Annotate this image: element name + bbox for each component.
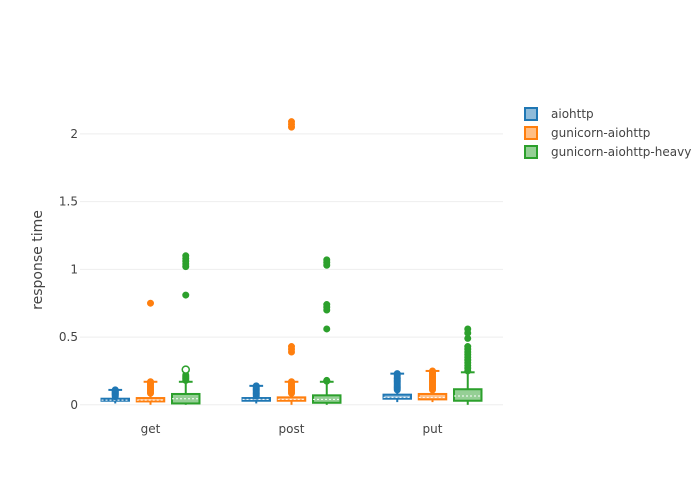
legend-item-gunicorn-aiohttp-heavy[interactable]: gunicorn-aiohttp-heavy <box>524 145 691 159</box>
outlier-point <box>147 378 154 386</box>
box-gunicorn-aiohttp-heavy-put <box>453 325 483 405</box>
box-aiohttp-post <box>241 382 271 404</box>
plot-area <box>100 118 483 405</box>
box-gunicorn-aiohttp-get <box>135 299 166 405</box>
gridlines <box>80 133 503 406</box>
outlier-point <box>323 301 331 309</box>
outlier-point <box>288 118 295 126</box>
outlier-point <box>111 386 119 394</box>
legend-item-gunicorn-aiohttp[interactable]: gunicorn-aiohttp <box>524 126 650 140</box>
box-gunicorn-aiohttp-put <box>417 367 448 403</box>
outlier-point <box>323 256 331 264</box>
outlier-point <box>464 325 472 333</box>
y-tick-label: 1.5 <box>59 195 78 209</box>
x-tick-label: get <box>141 422 161 436</box>
outlier-point <box>288 378 295 386</box>
y-axis-ticks: 0 0.5 1 1.5 2 <box>59 127 78 412</box>
outlier-point-hollow <box>181 365 190 374</box>
series-gunicorn-aiohttp <box>135 118 448 405</box>
legend-label: gunicorn-aiohttp <box>551 126 650 140</box>
box-gunicorn-aiohttp-heavy-get <box>171 252 201 405</box>
y-tick-label: 1 <box>70 262 78 276</box>
x-tick-label: post <box>279 422 305 436</box>
legend-label: gunicorn-aiohttp-heavy <box>551 145 691 159</box>
box-aiohttp-put <box>382 370 412 403</box>
legend-label: aiohttp <box>551 107 594 121</box>
outlier-point <box>429 367 436 375</box>
outlier-point <box>147 299 154 307</box>
x-axis-ticks: get post put <box>141 422 443 436</box>
series-aiohttp <box>100 370 412 404</box>
outlier-point <box>182 291 190 299</box>
legend-item-aiohttp[interactable]: aiohttp <box>524 107 594 121</box>
series-gunicorn-aiohttp-heavy <box>171 252 483 405</box>
box-body <box>417 392 448 401</box>
legend-swatch <box>524 126 538 140</box>
legend[interactable]: aiohttp gunicorn-aiohttp gunicorn-aiohttp-… <box>524 107 691 159</box>
outlier-point <box>182 252 190 260</box>
legend-swatch <box>524 145 538 159</box>
legend-swatch <box>524 107 538 121</box>
box-gunicorn-aiohttp-heavy-post <box>312 256 342 405</box>
outlier-point <box>323 376 331 384</box>
y-axis-title: response time <box>30 210 46 310</box>
outlier-point <box>252 382 260 390</box>
outlier-point <box>288 343 295 351</box>
box-body <box>382 393 412 400</box>
box-body <box>453 388 483 402</box>
y-tick-label: 0.5 <box>59 330 78 344</box>
outlier-point <box>464 343 472 351</box>
y-tick-label: 2 <box>70 127 78 141</box>
outlier-point <box>323 325 331 333</box>
box-gunicorn-aiohttp-post <box>276 118 307 405</box>
box-aiohttp-get <box>100 386 130 404</box>
x-tick-label: put <box>423 422 443 436</box>
y-tick-label: 0 <box>70 398 78 412</box>
outlier-point <box>393 370 401 378</box>
